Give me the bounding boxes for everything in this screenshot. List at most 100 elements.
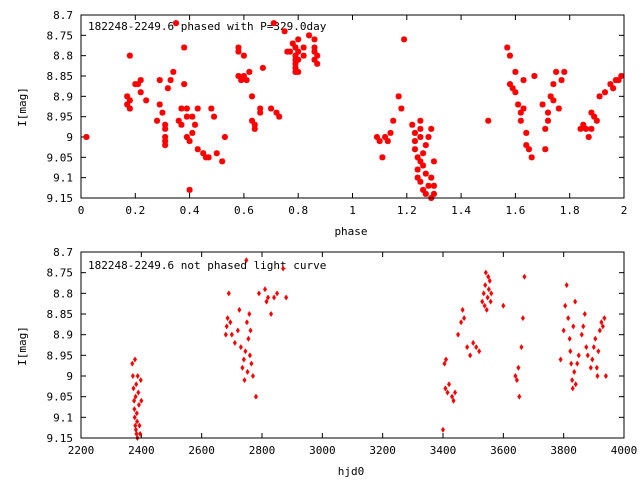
- data-point: [287, 48, 294, 55]
- x-tick-label: 3800: [550, 444, 577, 457]
- data-point: [256, 290, 261, 297]
- data-point: [602, 315, 607, 322]
- data-point: [542, 125, 549, 132]
- data-point: [194, 146, 201, 153]
- data-point: [512, 89, 519, 96]
- data-points: [130, 257, 608, 441]
- data-point: [522, 273, 527, 280]
- data-point: [414, 166, 421, 173]
- data-point: [593, 335, 598, 342]
- y-tick-label: 8.9: [53, 329, 73, 342]
- x-tick-label: 2200: [68, 444, 95, 457]
- data-point: [607, 81, 614, 88]
- data-point: [555, 105, 562, 112]
- data-point: [468, 352, 473, 359]
- data-point: [133, 393, 138, 400]
- x-tick-label: 1.8: [560, 204, 580, 217]
- y-tick-label: 9.05: [47, 151, 74, 164]
- data-point: [295, 56, 302, 63]
- x-tick-label: 1.6: [505, 204, 525, 217]
- data-point: [459, 319, 464, 326]
- data-point: [270, 20, 277, 27]
- data-point: [486, 273, 491, 280]
- data-point: [520, 105, 527, 112]
- data-point: [243, 77, 250, 84]
- data-point: [382, 134, 389, 140]
- data-point: [133, 426, 138, 433]
- data-point: [450, 393, 455, 400]
- data-point: [591, 344, 596, 351]
- data-point: [509, 85, 516, 92]
- data-point: [580, 121, 587, 128]
- data-point: [566, 315, 571, 322]
- data-point: [137, 77, 144, 84]
- y-tick-label: 9.05: [47, 391, 74, 404]
- data-point: [241, 356, 246, 363]
- data-point: [506, 81, 513, 88]
- data-point: [134, 410, 139, 417]
- data-point: [420, 150, 427, 157]
- data-point: [593, 117, 600, 124]
- data-point: [577, 125, 584, 132]
- data-point: [447, 381, 452, 388]
- data-point: [133, 422, 138, 429]
- data-point: [183, 113, 190, 120]
- y-tick-label: 8.9: [53, 90, 73, 103]
- data-point: [240, 73, 247, 79]
- y-tick-label: 9: [66, 131, 73, 144]
- data-point: [544, 109, 551, 116]
- data-point: [311, 36, 318, 43]
- x-tick-label: 1: [349, 204, 356, 217]
- data-point: [223, 331, 228, 338]
- x-tick-label: 1.4: [451, 204, 471, 217]
- data-point: [588, 364, 593, 371]
- data-point: [314, 60, 321, 67]
- data-point: [451, 397, 456, 404]
- data-point: [132, 414, 137, 421]
- phased-light-curve-plot: 182248-2249.6 phased with P=329.0day I[m…: [16, 9, 627, 238]
- data-point: [242, 377, 247, 384]
- data-point: [581, 323, 586, 330]
- data-point: [582, 125, 589, 132]
- data-point: [162, 125, 169, 132]
- data-point: [186, 138, 193, 145]
- data-point: [550, 97, 557, 104]
- data-point: [276, 113, 283, 120]
- plot-frame: [80, 251, 625, 439]
- data-point: [573, 298, 578, 305]
- data-point: [130, 360, 135, 367]
- data-point: [517, 109, 524, 116]
- data-point: [292, 64, 299, 71]
- data-point: [453, 389, 458, 396]
- data-point: [124, 93, 131, 100]
- data-point: [295, 48, 302, 55]
- data-point: [542, 146, 549, 153]
- data-point: [136, 389, 141, 396]
- y-tick-label: 9.15: [47, 432, 74, 445]
- data-point: [417, 158, 424, 165]
- data-point: [547, 93, 554, 100]
- data-point: [514, 377, 519, 384]
- data-point: [485, 117, 492, 124]
- data-point: [181, 44, 188, 51]
- x-tick-label: 3400: [430, 444, 457, 457]
- data-point: [213, 150, 220, 157]
- data-point: [224, 323, 229, 330]
- data-point: [430, 190, 437, 197]
- data-point: [417, 134, 424, 140]
- y-axis-label: I[mag]: [16, 326, 29, 366]
- y-tick-label: 9.1: [53, 411, 73, 424]
- data-point: [531, 73, 538, 79]
- data-point: [387, 129, 394, 136]
- data-point: [603, 373, 608, 379]
- data-point: [482, 302, 487, 309]
- data-point: [597, 327, 602, 334]
- data-point: [444, 356, 449, 363]
- data-point: [162, 121, 169, 128]
- data-point: [281, 265, 286, 272]
- data-point: [235, 48, 242, 55]
- data-point: [572, 368, 577, 375]
- data-point: [615, 77, 622, 84]
- data-point: [162, 134, 169, 140]
- data-point: [569, 360, 574, 367]
